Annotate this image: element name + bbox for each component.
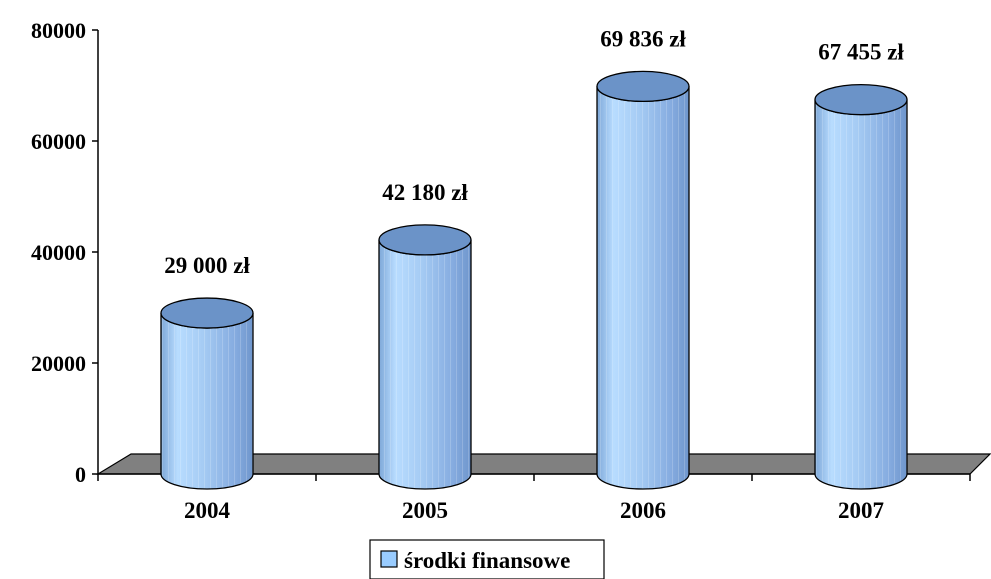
x-tick-label: 2005 <box>402 498 448 523</box>
chart-legend: środki finansowe <box>369 539 605 579</box>
bar-texture <box>815 99 907 489</box>
legend-label: środki finansowe <box>404 548 570 573</box>
y-tick-label: 0 <box>75 462 86 487</box>
bar-top <box>378 224 472 256</box>
data-label: 42 180 zł <box>382 180 468 205</box>
bar-cylinder <box>378 224 472 490</box>
data-label: 29 000 zł <box>164 253 250 278</box>
chart-data-labels: 29 000 zł 2004 42 180 zł 2005 69 836 zł 2006 6… <box>164 26 904 523</box>
legend-box <box>369 539 605 579</box>
x-tick-label: 2004 <box>184 498 231 523</box>
bar-top <box>160 297 254 329</box>
x-tick-label: 2007 <box>838 498 884 523</box>
bar-cylinder <box>596 70 690 490</box>
y-tick-label: 80000 <box>31 18 86 43</box>
y-tick-label: 60000 <box>31 129 86 154</box>
bar-texture <box>161 313 253 489</box>
y-tick-label: 40000 <box>31 240 86 265</box>
bar-texture <box>597 86 689 489</box>
chart-bars <box>160 70 908 490</box>
bar-texture <box>379 239 472 489</box>
y-tick-label: 20000 <box>31 351 86 376</box>
bar-top <box>814 83 908 116</box>
legend-swatch <box>380 550 398 568</box>
bar-top <box>596 70 690 103</box>
bar-cylinder <box>814 83 908 490</box>
bar-cylinder <box>160 297 254 490</box>
x-tick-label: 2006 <box>620 498 666 523</box>
data-label: 69 836 zł <box>600 26 686 51</box>
data-label: 67 455 zł <box>818 40 904 65</box>
